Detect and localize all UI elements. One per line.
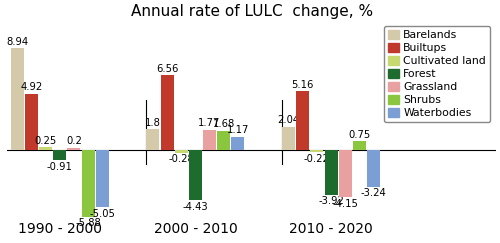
Text: -5.88: -5.88	[75, 218, 101, 228]
Text: -0.91: -0.91	[47, 162, 72, 172]
Text: 1.68: 1.68	[212, 119, 235, 129]
Text: 0.2: 0.2	[66, 136, 82, 146]
Bar	[203, 130, 216, 150]
Bar	[367, 150, 380, 187]
Text: -4.15: -4.15	[332, 199, 358, 208]
Bar	[296, 91, 310, 150]
Bar	[39, 147, 52, 150]
Bar	[282, 127, 295, 150]
Bar	[324, 150, 338, 195]
Bar	[217, 131, 230, 150]
Text: 2010 - 2020: 2010 - 2020	[289, 222, 373, 236]
Bar	[68, 148, 80, 150]
Title: Annual rate of LULC  change, %: Annual rate of LULC change, %	[130, 4, 372, 19]
Text: 8.94: 8.94	[6, 37, 28, 47]
Bar	[53, 150, 66, 160]
Bar	[160, 75, 173, 150]
Text: 0.25: 0.25	[34, 136, 56, 146]
Text: 1.17: 1.17	[226, 125, 249, 135]
Bar	[232, 137, 244, 150]
Bar	[82, 150, 94, 217]
Text: -5.05: -5.05	[90, 209, 115, 219]
Bar	[353, 141, 366, 150]
Text: 5.16: 5.16	[292, 80, 314, 90]
Text: -4.43: -4.43	[182, 202, 208, 212]
Text: -0.22: -0.22	[304, 154, 330, 164]
Bar	[174, 150, 188, 153]
Text: 4.92: 4.92	[20, 82, 42, 92]
Text: 1990 - 2000: 1990 - 2000	[18, 222, 102, 236]
Legend: Barelands, Builtups, Cultivated land, Forest, Grassland, Shrubs, Waterbodies: Barelands, Builtups, Cultivated land, Fo…	[384, 26, 490, 122]
Text: -3.24: -3.24	[360, 188, 386, 198]
Bar	[338, 150, 351, 197]
Text: -0.28: -0.28	[168, 155, 194, 165]
Text: 1.8: 1.8	[145, 118, 161, 128]
Bar	[146, 129, 160, 150]
Text: 1.77: 1.77	[198, 118, 220, 128]
Bar	[25, 94, 38, 150]
Text: 6.56: 6.56	[156, 64, 178, 74]
Bar	[10, 48, 24, 150]
Text: 0.75: 0.75	[348, 130, 370, 140]
Bar	[310, 150, 324, 152]
Bar	[96, 150, 108, 208]
Text: 2000 - 2010: 2000 - 2010	[154, 222, 238, 236]
Text: -3.92: -3.92	[318, 196, 344, 206]
Bar	[189, 150, 202, 200]
Text: 2.04: 2.04	[278, 115, 299, 125]
